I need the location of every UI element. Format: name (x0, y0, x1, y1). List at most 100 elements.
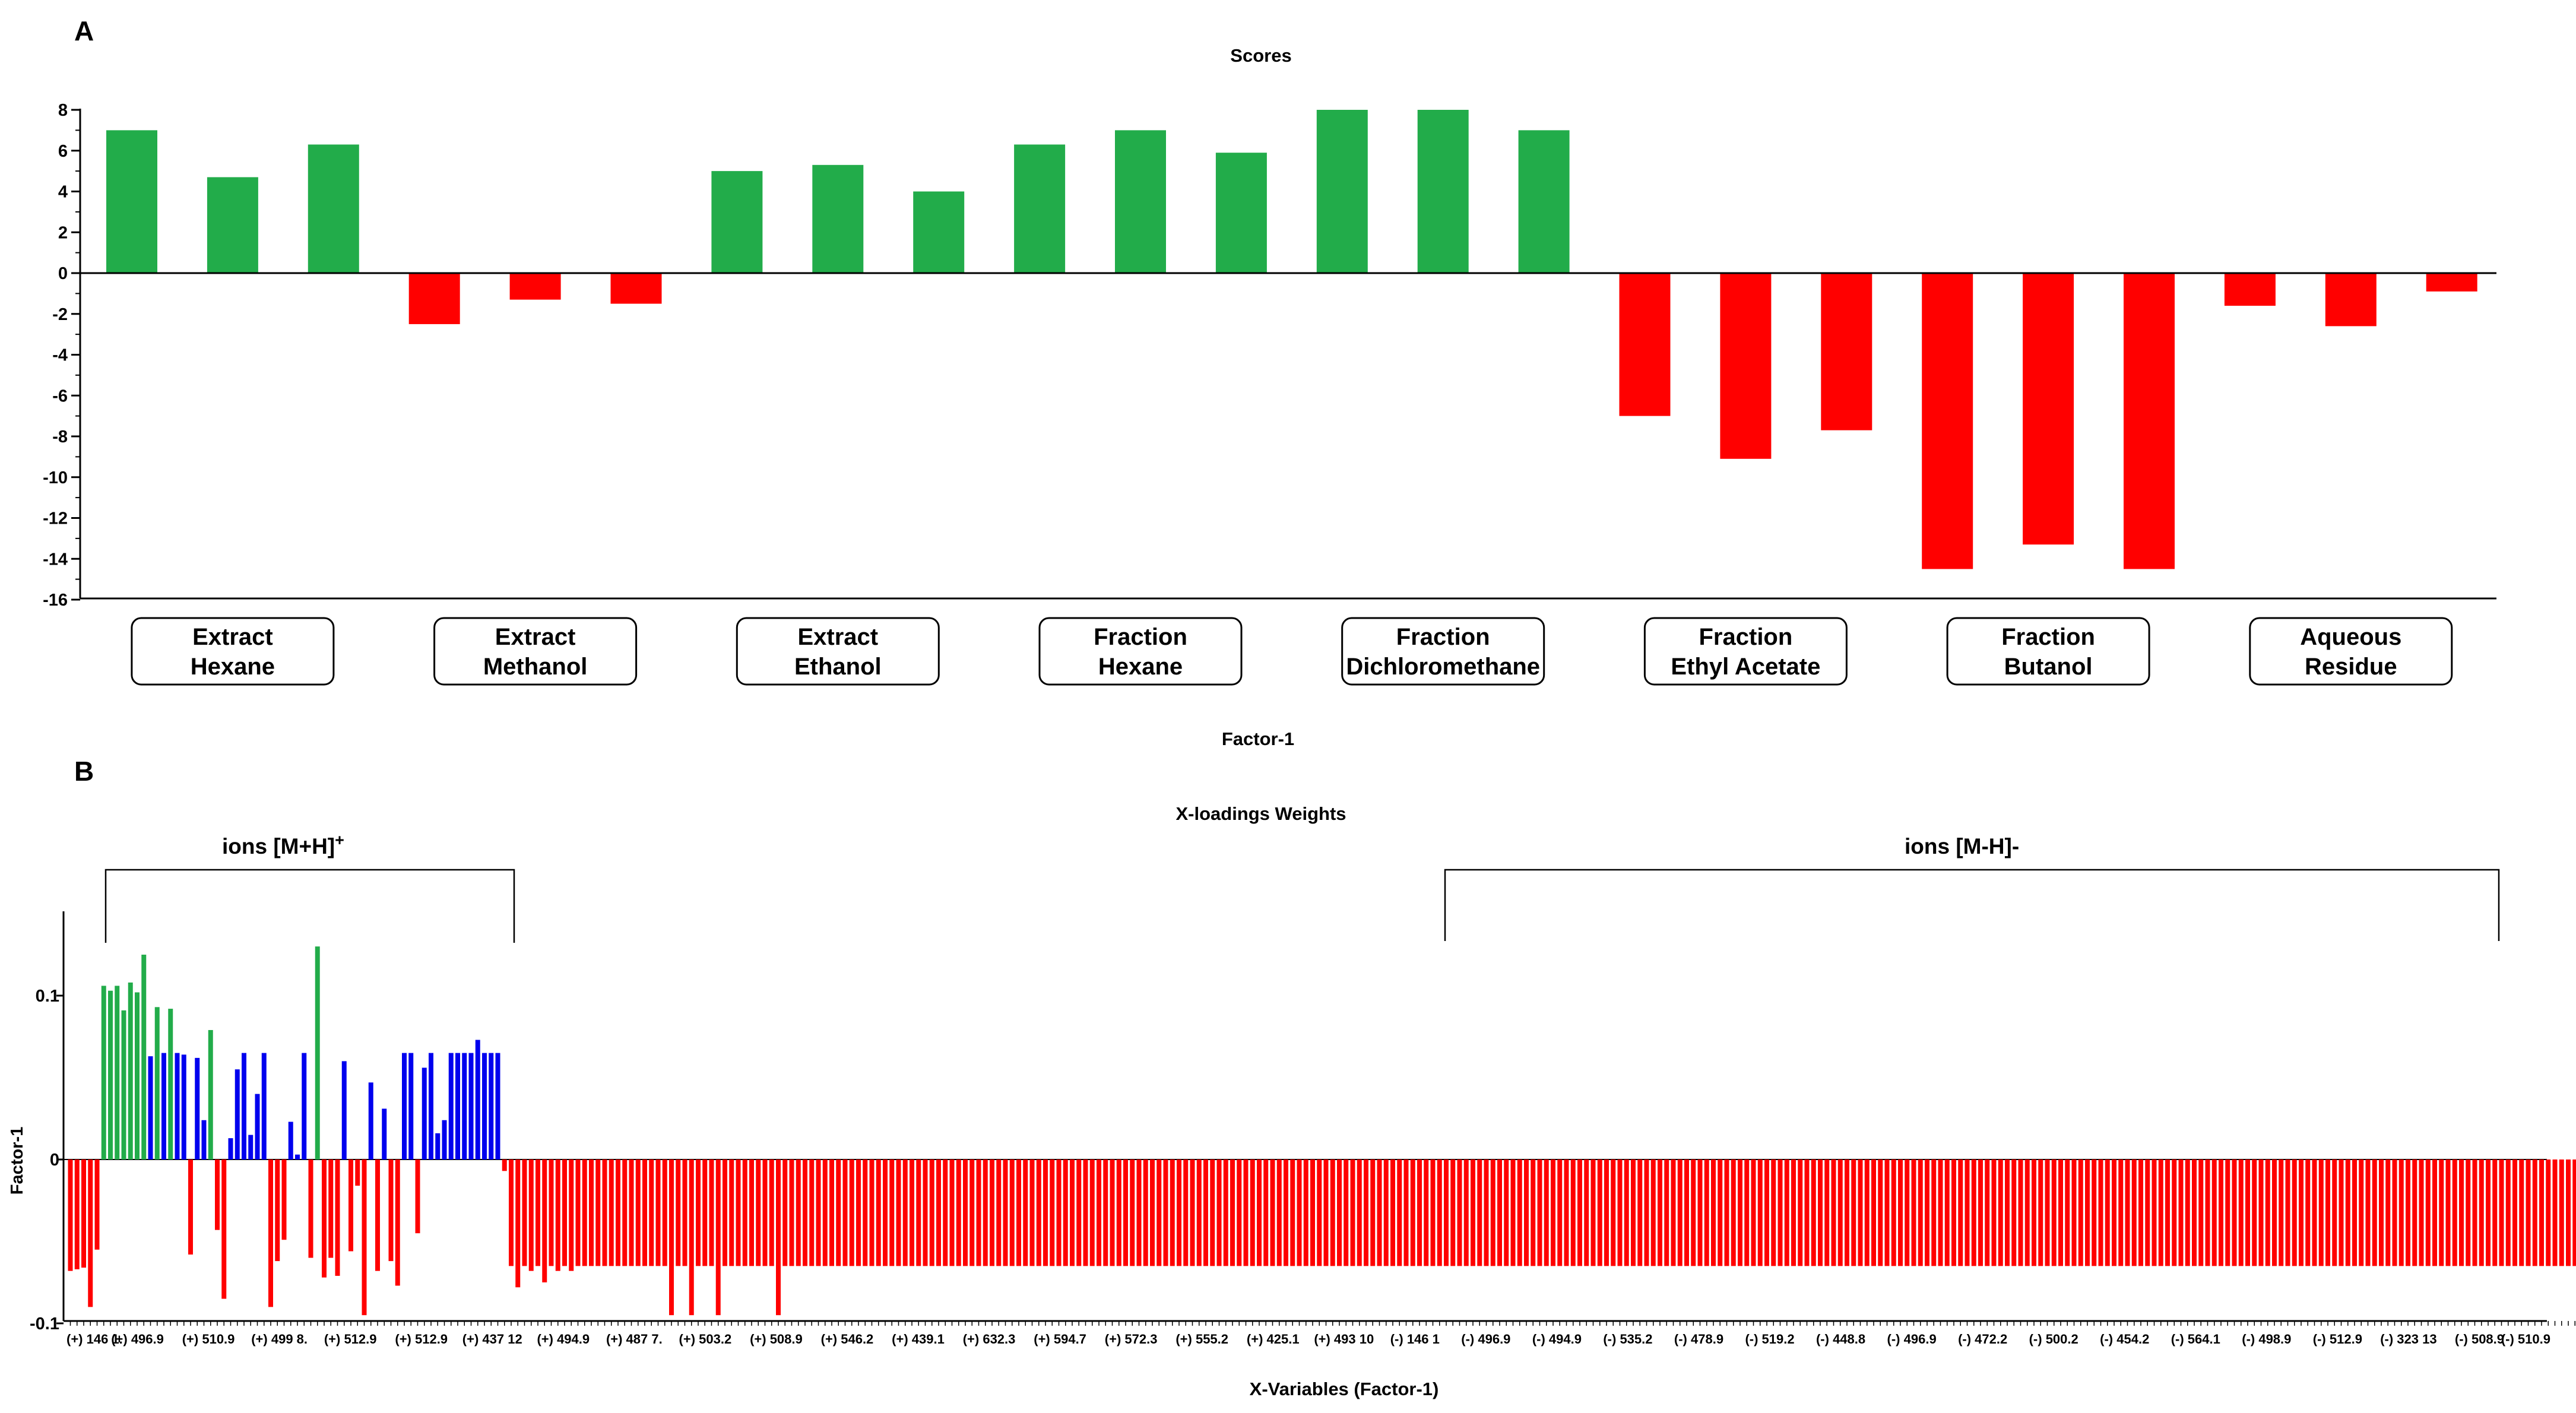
panel-a-y-tick-label: 4 (58, 183, 68, 202)
loading-bar (2559, 1159, 2564, 1266)
loading-bar (1010, 1159, 1015, 1266)
loading-bar (2118, 1159, 2123, 1266)
loading-bar (2379, 1159, 2384, 1266)
loading-bar (1070, 1159, 1075, 1266)
panel-b-x-tick-label: (-) 472.2 (1958, 1332, 2007, 1347)
score-bar (1418, 110, 1469, 273)
loading-bar (969, 1159, 974, 1266)
loading-bar (402, 1053, 407, 1159)
loading-bar (255, 1094, 260, 1159)
loading-bar (1310, 1159, 1315, 1266)
loading-bar (115, 986, 119, 1159)
loading-bar (1190, 1159, 1195, 1266)
panel-b-x-tick-label: (+) 496.9 (111, 1332, 164, 1347)
loading-bar (1838, 1159, 1843, 1266)
loading-bar (2325, 1159, 2330, 1266)
loading-bar (161, 1053, 166, 1159)
loading-bar (469, 1053, 474, 1159)
loading-bar (1544, 1159, 1549, 1266)
loading-bar (522, 1159, 527, 1266)
panel-b-title: X-loadings Weights (1175, 803, 1346, 824)
panel-b-x-tick-label: (-) 323 13 (2380, 1332, 2436, 1347)
loading-bar (449, 1053, 454, 1159)
loading-bar (1591, 1159, 1596, 1266)
loading-bar (2539, 1159, 2544, 1266)
loading-bar (2419, 1159, 2424, 1266)
loading-bar (930, 1159, 934, 1266)
loading-bar (2019, 1159, 2023, 1266)
loading-bar (1450, 1159, 1455, 1266)
panel-b-x-tick-label: (+) 439.1 (892, 1332, 945, 1347)
group-label-line1: Fraction (1699, 624, 1793, 650)
loading-bar (2446, 1159, 2451, 1266)
loading-bar (1263, 1159, 1268, 1266)
loading-bar (1858, 1159, 1863, 1266)
loading-bar (268, 1159, 273, 1307)
loading-bar (2105, 1159, 2110, 1266)
loading-bar (1217, 1159, 1222, 1266)
group-label-line1: Fraction (2001, 624, 2095, 650)
loading-bar (482, 1053, 487, 1159)
group-label-line2: Ethanol (794, 654, 882, 680)
score-bar (2426, 273, 2477, 292)
loading-bar (1992, 1159, 1997, 1266)
panel-b-x-tick-label: (+) 632.3 (963, 1332, 1016, 1347)
loading-bar (2453, 1159, 2457, 1266)
loading-bar (1718, 1159, 1722, 1266)
loading-bar (2566, 1159, 2571, 1266)
loading-bar (1711, 1159, 1716, 1266)
loading-bar (676, 1159, 680, 1266)
loading-bar (776, 1159, 781, 1315)
score-bar (812, 165, 863, 273)
panel-b-x-tick-label: (-) 519.2 (1745, 1332, 1794, 1347)
loading-bar (829, 1159, 834, 1266)
loading-bar (1023, 1159, 1028, 1266)
panel-a-y-tick-label: -2 (52, 305, 68, 324)
loading-bar (328, 1159, 333, 1258)
loading-bar (2426, 1159, 2431, 1266)
loading-bar (1150, 1159, 1155, 1266)
loading-bar (1156, 1159, 1161, 1266)
loading-bar (235, 1069, 240, 1159)
loading-bar (636, 1159, 641, 1266)
loading-bar (2005, 1159, 2010, 1266)
loading-bar (769, 1159, 774, 1266)
loading-bar (1364, 1159, 1368, 1266)
panel-a-bars (106, 110, 2477, 569)
loading-bar (883, 1159, 888, 1266)
panel-b-x-tick-label: (+) 546.2 (821, 1332, 874, 1347)
loading-bar (1898, 1159, 1903, 1266)
loading-bar (689, 1159, 694, 1315)
loading-bar (1658, 1159, 1662, 1266)
loading-bar (295, 1155, 300, 1159)
loading-bar (1704, 1159, 1709, 1266)
loading-bar (2065, 1159, 2070, 1266)
loading-bar (2399, 1159, 2404, 1266)
loading-bar (856, 1159, 861, 1266)
loading-bar (1317, 1159, 1322, 1266)
loading-bar (2519, 1159, 2524, 1266)
panel-a-x-label: Factor-1 (1222, 728, 1294, 749)
loading-bar (335, 1159, 340, 1276)
loading-bar (2412, 1159, 2417, 1266)
loading-bar (977, 1159, 981, 1266)
loading-bar (322, 1159, 327, 1278)
loading-bar (108, 991, 113, 1159)
loading-bar (1464, 1159, 1469, 1266)
score-bar (1922, 273, 1973, 569)
panel-b-x-tick-label: (-) 496.9 (1887, 1332, 1937, 1347)
loading-bar (1618, 1159, 1623, 1266)
loading-bar (1337, 1159, 1342, 1266)
loading-bar (1691, 1159, 1696, 1266)
panel-b-x-tick-label: (+) 493 10 (1314, 1332, 1374, 1347)
loading-bar (1177, 1159, 1181, 1266)
loading-bar (809, 1159, 814, 1266)
score-bar (1317, 110, 1368, 273)
loading-bar (1764, 1159, 1769, 1266)
loading-bar (2045, 1159, 2050, 1266)
panel-b-x-tick-label: (-) 498.9 (2242, 1332, 2291, 1347)
